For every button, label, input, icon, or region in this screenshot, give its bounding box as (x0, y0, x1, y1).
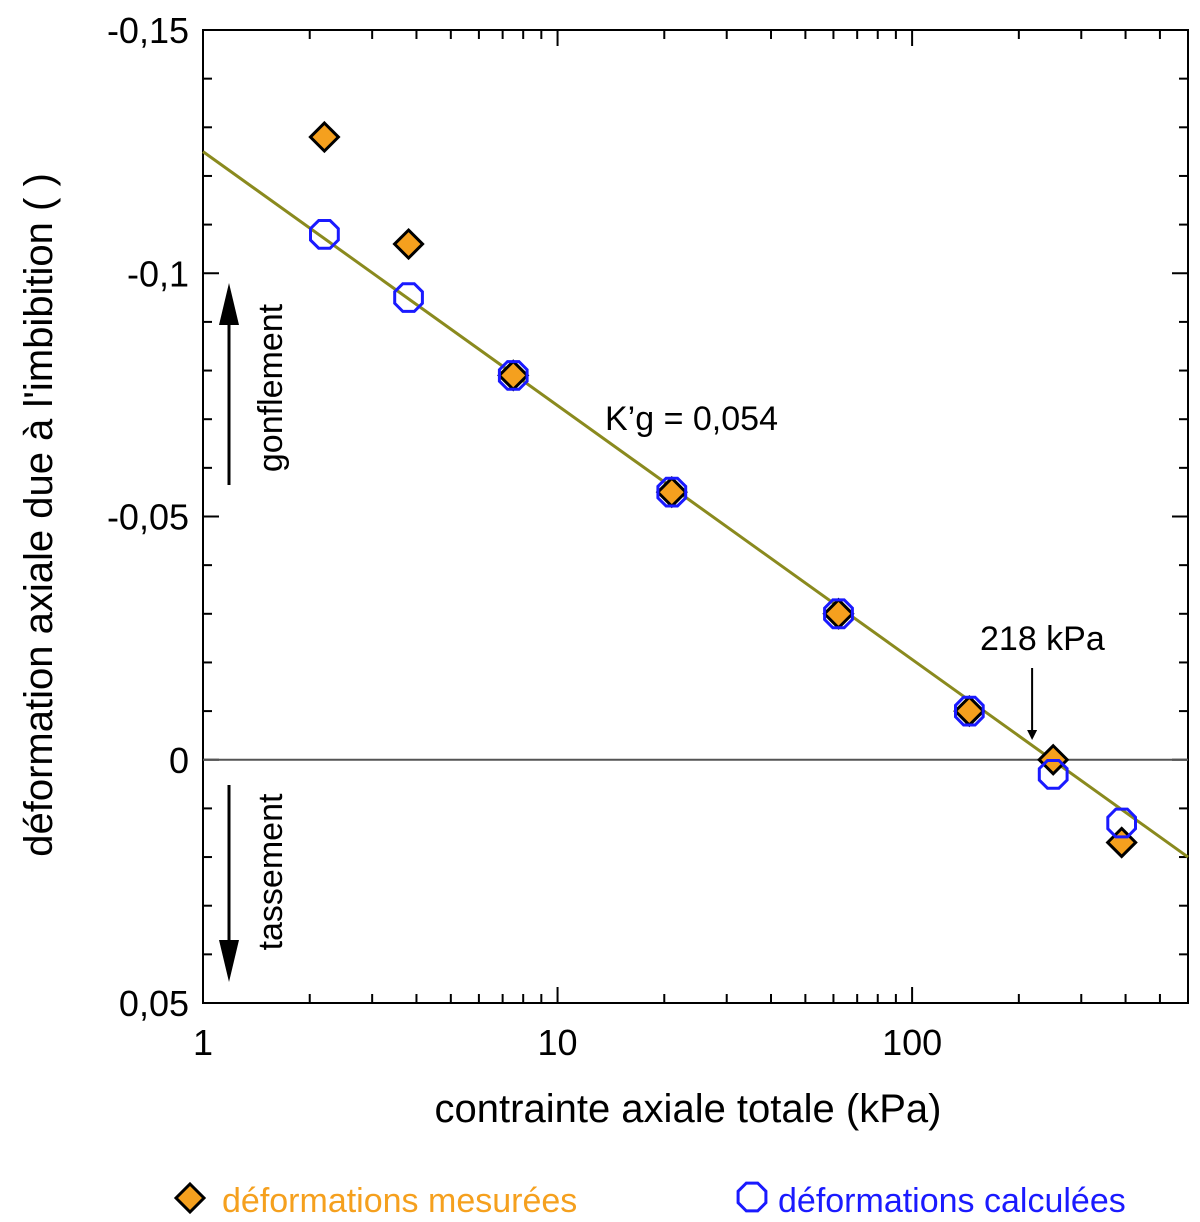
legend-measured-label: déformations mesurées (222, 1182, 577, 1220)
x-tick-label: 100 (882, 1022, 942, 1063)
fit-line (202, 150, 1189, 859)
x-tick-label: 1 (193, 1022, 213, 1063)
y-axis-title: déformation axiale due à l'imbibition ( … (17, 173, 61, 857)
computed-point (309, 219, 340, 250)
swell-arrow (219, 283, 239, 485)
settle-label: tassement (252, 793, 290, 950)
computed-point (954, 695, 985, 727)
measured-point (308, 120, 341, 154)
swell-label: gonflement (252, 303, 290, 472)
x-tick-label: 10 (538, 1022, 578, 1063)
computed-point (393, 282, 424, 313)
legend-computed-marker (736, 1181, 768, 1213)
computed-point (656, 476, 688, 508)
plot-frame (202, 29, 1189, 1004)
slope-annotation: K’g = 0,054 (605, 400, 778, 438)
y-tick-label: 0,05 (119, 983, 189, 1024)
y-tick-label: -0,1 (127, 253, 189, 294)
legend-computed-label: déformations calculées (778, 1182, 1126, 1220)
y-tick-label: -0,05 (107, 497, 189, 538)
computed-point (1037, 759, 1069, 790)
swell-arrow-head (219, 283, 239, 325)
computed-point (823, 598, 854, 630)
y-tick-label: 0 (169, 740, 189, 781)
measured-point (392, 227, 425, 261)
y-tick-label: -0,15 (107, 10, 189, 51)
computed-point (497, 360, 529, 391)
x-axis-title: contrainte axiale totale (kPa) (435, 1087, 942, 1131)
computed-point (1106, 807, 1137, 839)
settle-arrow (219, 785, 239, 982)
legend-measured-marker (173, 1181, 207, 1215)
threshold-annotation: 218 kPa (980, 620, 1105, 658)
settle-arrow-head (219, 940, 239, 982)
